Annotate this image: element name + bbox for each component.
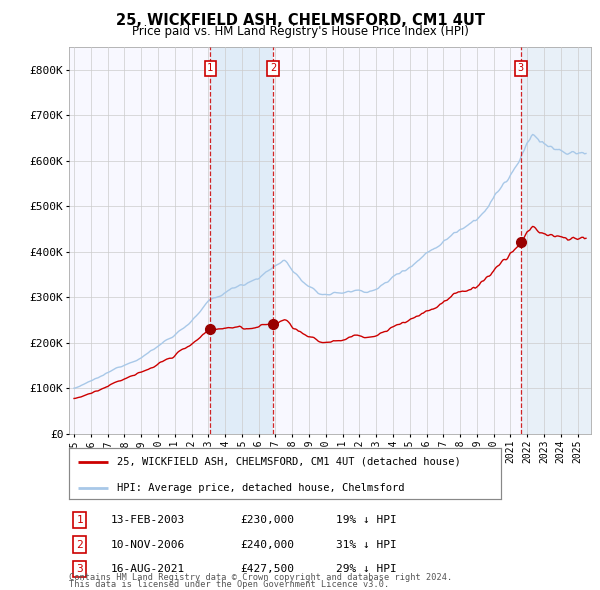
Text: 25, WICKFIELD ASH, CHELMSFORD, CM1 4UT: 25, WICKFIELD ASH, CHELMSFORD, CM1 4UT (115, 13, 485, 28)
Bar (521, 47, 591, 434)
Text: 13-FEB-2003: 13-FEB-2003 (111, 515, 185, 525)
Text: £240,000: £240,000 (240, 540, 294, 549)
Bar (211, 47, 273, 434)
Text: 29% ↓ HPI: 29% ↓ HPI (336, 565, 397, 574)
Text: £230,000: £230,000 (240, 515, 294, 525)
Text: 25, WICKFIELD ASH, CHELMSFORD, CM1 4UT (detached house): 25, WICKFIELD ASH, CHELMSFORD, CM1 4UT (… (116, 457, 460, 467)
Text: 19% ↓ HPI: 19% ↓ HPI (336, 515, 397, 525)
FancyBboxPatch shape (69, 448, 501, 499)
Text: HPI: Average price, detached house, Chelmsford: HPI: Average price, detached house, Chel… (116, 483, 404, 493)
Text: This data is licensed under the Open Government Licence v3.0.: This data is licensed under the Open Gov… (69, 581, 389, 589)
Text: 1: 1 (76, 515, 83, 525)
Text: 10-NOV-2006: 10-NOV-2006 (111, 540, 185, 549)
Text: 3: 3 (518, 64, 524, 73)
Text: Price paid vs. HM Land Registry's House Price Index (HPI): Price paid vs. HM Land Registry's House … (131, 25, 469, 38)
Text: 2: 2 (270, 64, 276, 73)
Text: 1: 1 (207, 64, 214, 73)
Text: 2: 2 (76, 540, 83, 549)
Text: 31% ↓ HPI: 31% ↓ HPI (336, 540, 397, 549)
Text: 3: 3 (76, 565, 83, 574)
Text: £427,500: £427,500 (240, 565, 294, 574)
Text: 16-AUG-2021: 16-AUG-2021 (111, 565, 185, 574)
Text: Contains HM Land Registry data © Crown copyright and database right 2024.: Contains HM Land Registry data © Crown c… (69, 573, 452, 582)
